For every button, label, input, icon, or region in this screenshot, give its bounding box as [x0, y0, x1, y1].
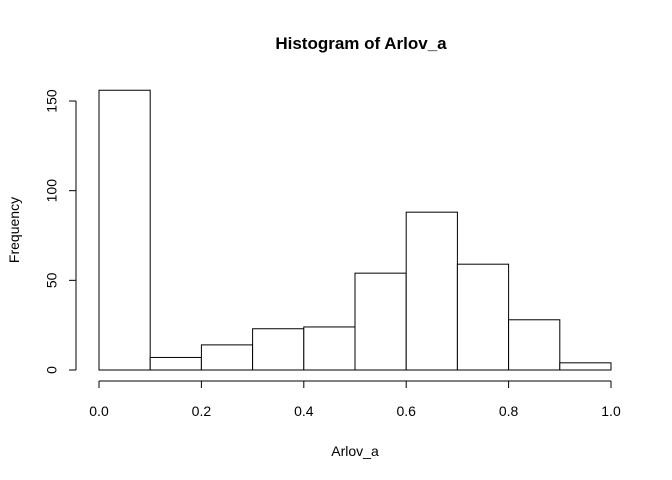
y-tick-label-3: 150: [44, 89, 60, 113]
y-axis: 0 50 100 150: [44, 89, 77, 374]
x-axis: 0.0 0.2 0.4 0.6 0.8 1.0: [89, 380, 621, 419]
histogram-bar-0: [98, 89, 151, 371]
histogram-bar-7: [456, 263, 510, 371]
x-tick-label-2: 0.4: [294, 403, 314, 419]
histogram-bar-8: [508, 319, 561, 371]
histogram-bar-3: [252, 328, 305, 371]
histogram-bar-4: [303, 326, 356, 371]
histogram-bar-5: [354, 272, 407, 371]
x-tick-label-5: 1.0: [601, 403, 621, 419]
y-tick-label-1: 50: [44, 272, 60, 288]
histogram-bar-1: [149, 356, 202, 371]
histogram-bar-9: [559, 362, 612, 371]
x-tick-label-1: 0.2: [192, 403, 212, 419]
histogram-bar-6: [405, 211, 458, 371]
y-tick-label-2: 100: [44, 179, 60, 203]
x-axis-label: Arlov_a: [331, 443, 379, 459]
chart-title: Histogram of Arlov_a: [275, 34, 447, 53]
y-tick-label-0: 0: [44, 366, 60, 374]
histogram-bar-2: [200, 344, 254, 371]
y-axis-label: Frequency: [6, 197, 22, 263]
bars-group: [98, 89, 612, 371]
x-tick-label-0: 0.0: [89, 403, 109, 419]
x-tick-label-4: 0.8: [499, 403, 519, 419]
x-tick-label-3: 0.6: [396, 403, 416, 419]
